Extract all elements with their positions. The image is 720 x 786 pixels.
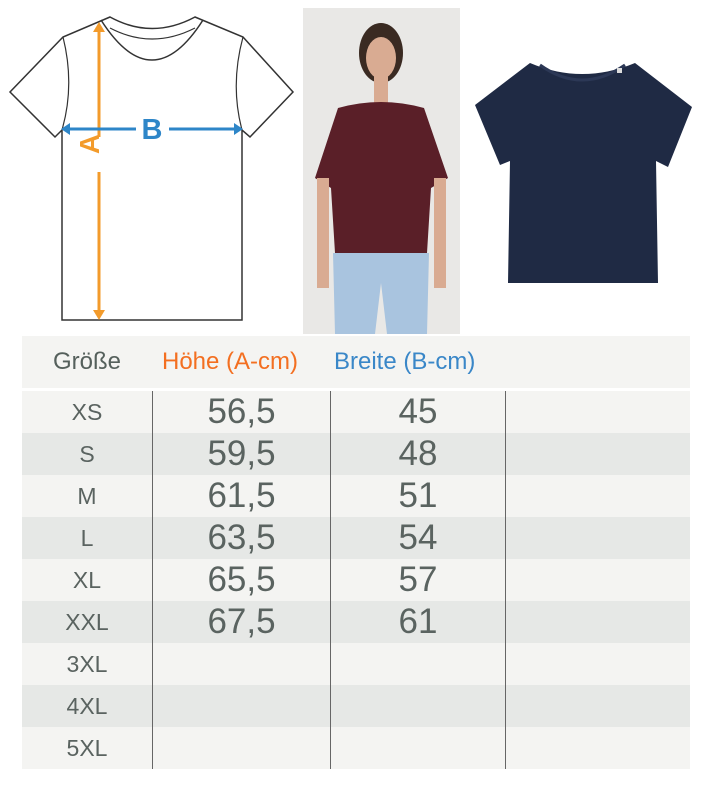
height-cell <box>152 685 330 727</box>
height-cell <box>152 643 330 685</box>
table-row: S 59,5 48 <box>22 433 690 475</box>
size-cell: M <box>77 482 97 509</box>
empty-cell <box>505 391 690 433</box>
empty-cell <box>505 727 690 769</box>
measurement-diagram: A B <box>8 16 295 321</box>
header-size: Größe <box>52 348 121 375</box>
size-cell: XS <box>71 398 103 425</box>
label-b: B <box>142 114 163 146</box>
size-cell: 4XL <box>66 692 108 719</box>
height-cell: 63,5 <box>152 517 330 559</box>
height-arrow <box>93 22 105 320</box>
empty-cell <box>505 601 690 643</box>
model-photo <box>303 8 460 334</box>
empty-cell <box>505 559 690 601</box>
empty-cell <box>505 643 690 685</box>
width-cell: 54 <box>330 517 505 559</box>
table-row: XL 65,5 57 <box>22 559 690 601</box>
table-row: XS 56,5 45 <box>22 391 690 433</box>
size-table: Größe Höhe (A-cm) Breite (B-cm) XS 56,5 45… <box>22 336 690 769</box>
table-row: 4XL <box>22 685 690 727</box>
width-cell <box>330 685 505 727</box>
width-cell: 48 <box>330 433 505 475</box>
width-cell <box>330 727 505 769</box>
size-cell: S <box>79 440 95 467</box>
size-cell: 5XL <box>66 734 108 761</box>
width-cell: 45 <box>330 391 505 433</box>
size-cell: L <box>80 524 94 551</box>
empty-cell <box>505 475 690 517</box>
table-row: 5XL <box>22 727 690 769</box>
width-cell: 51 <box>330 475 505 517</box>
label-a: A <box>74 134 105 154</box>
width-cell <box>330 643 505 685</box>
table-row: 3XL <box>22 643 690 685</box>
height-cell: 65,5 <box>152 559 330 601</box>
height-cell: 67,5 <box>152 601 330 643</box>
height-cell: 61,5 <box>152 475 330 517</box>
size-cell: XXL <box>65 608 109 635</box>
table-row: M 61,5 51 <box>22 475 690 517</box>
height-cell: 59,5 <box>152 433 330 475</box>
height-cell: 56,5 <box>152 391 330 433</box>
table-row: XXL 67,5 61 <box>22 601 690 643</box>
navy-tshirt-product-image <box>475 63 692 283</box>
height-cell <box>152 727 330 769</box>
empty-cell <box>505 517 690 559</box>
size-cell: XL <box>72 566 102 593</box>
tshirt-outline-icon <box>8 16 295 321</box>
header-width: Breite (B-cm) <box>334 348 476 375</box>
size-cell: 3XL <box>66 650 108 677</box>
table-row: L 63,5 54 <box>22 517 690 559</box>
header-height: Höhe (A-cm) <box>162 348 299 375</box>
width-cell: 61 <box>330 601 505 643</box>
table-header: Größe Höhe (A-cm) Breite (B-cm) <box>22 336 690 391</box>
empty-cell <box>505 433 690 475</box>
width-cell: 57 <box>330 559 505 601</box>
empty-cell <box>505 685 690 727</box>
width-arrow <box>61 123 243 135</box>
